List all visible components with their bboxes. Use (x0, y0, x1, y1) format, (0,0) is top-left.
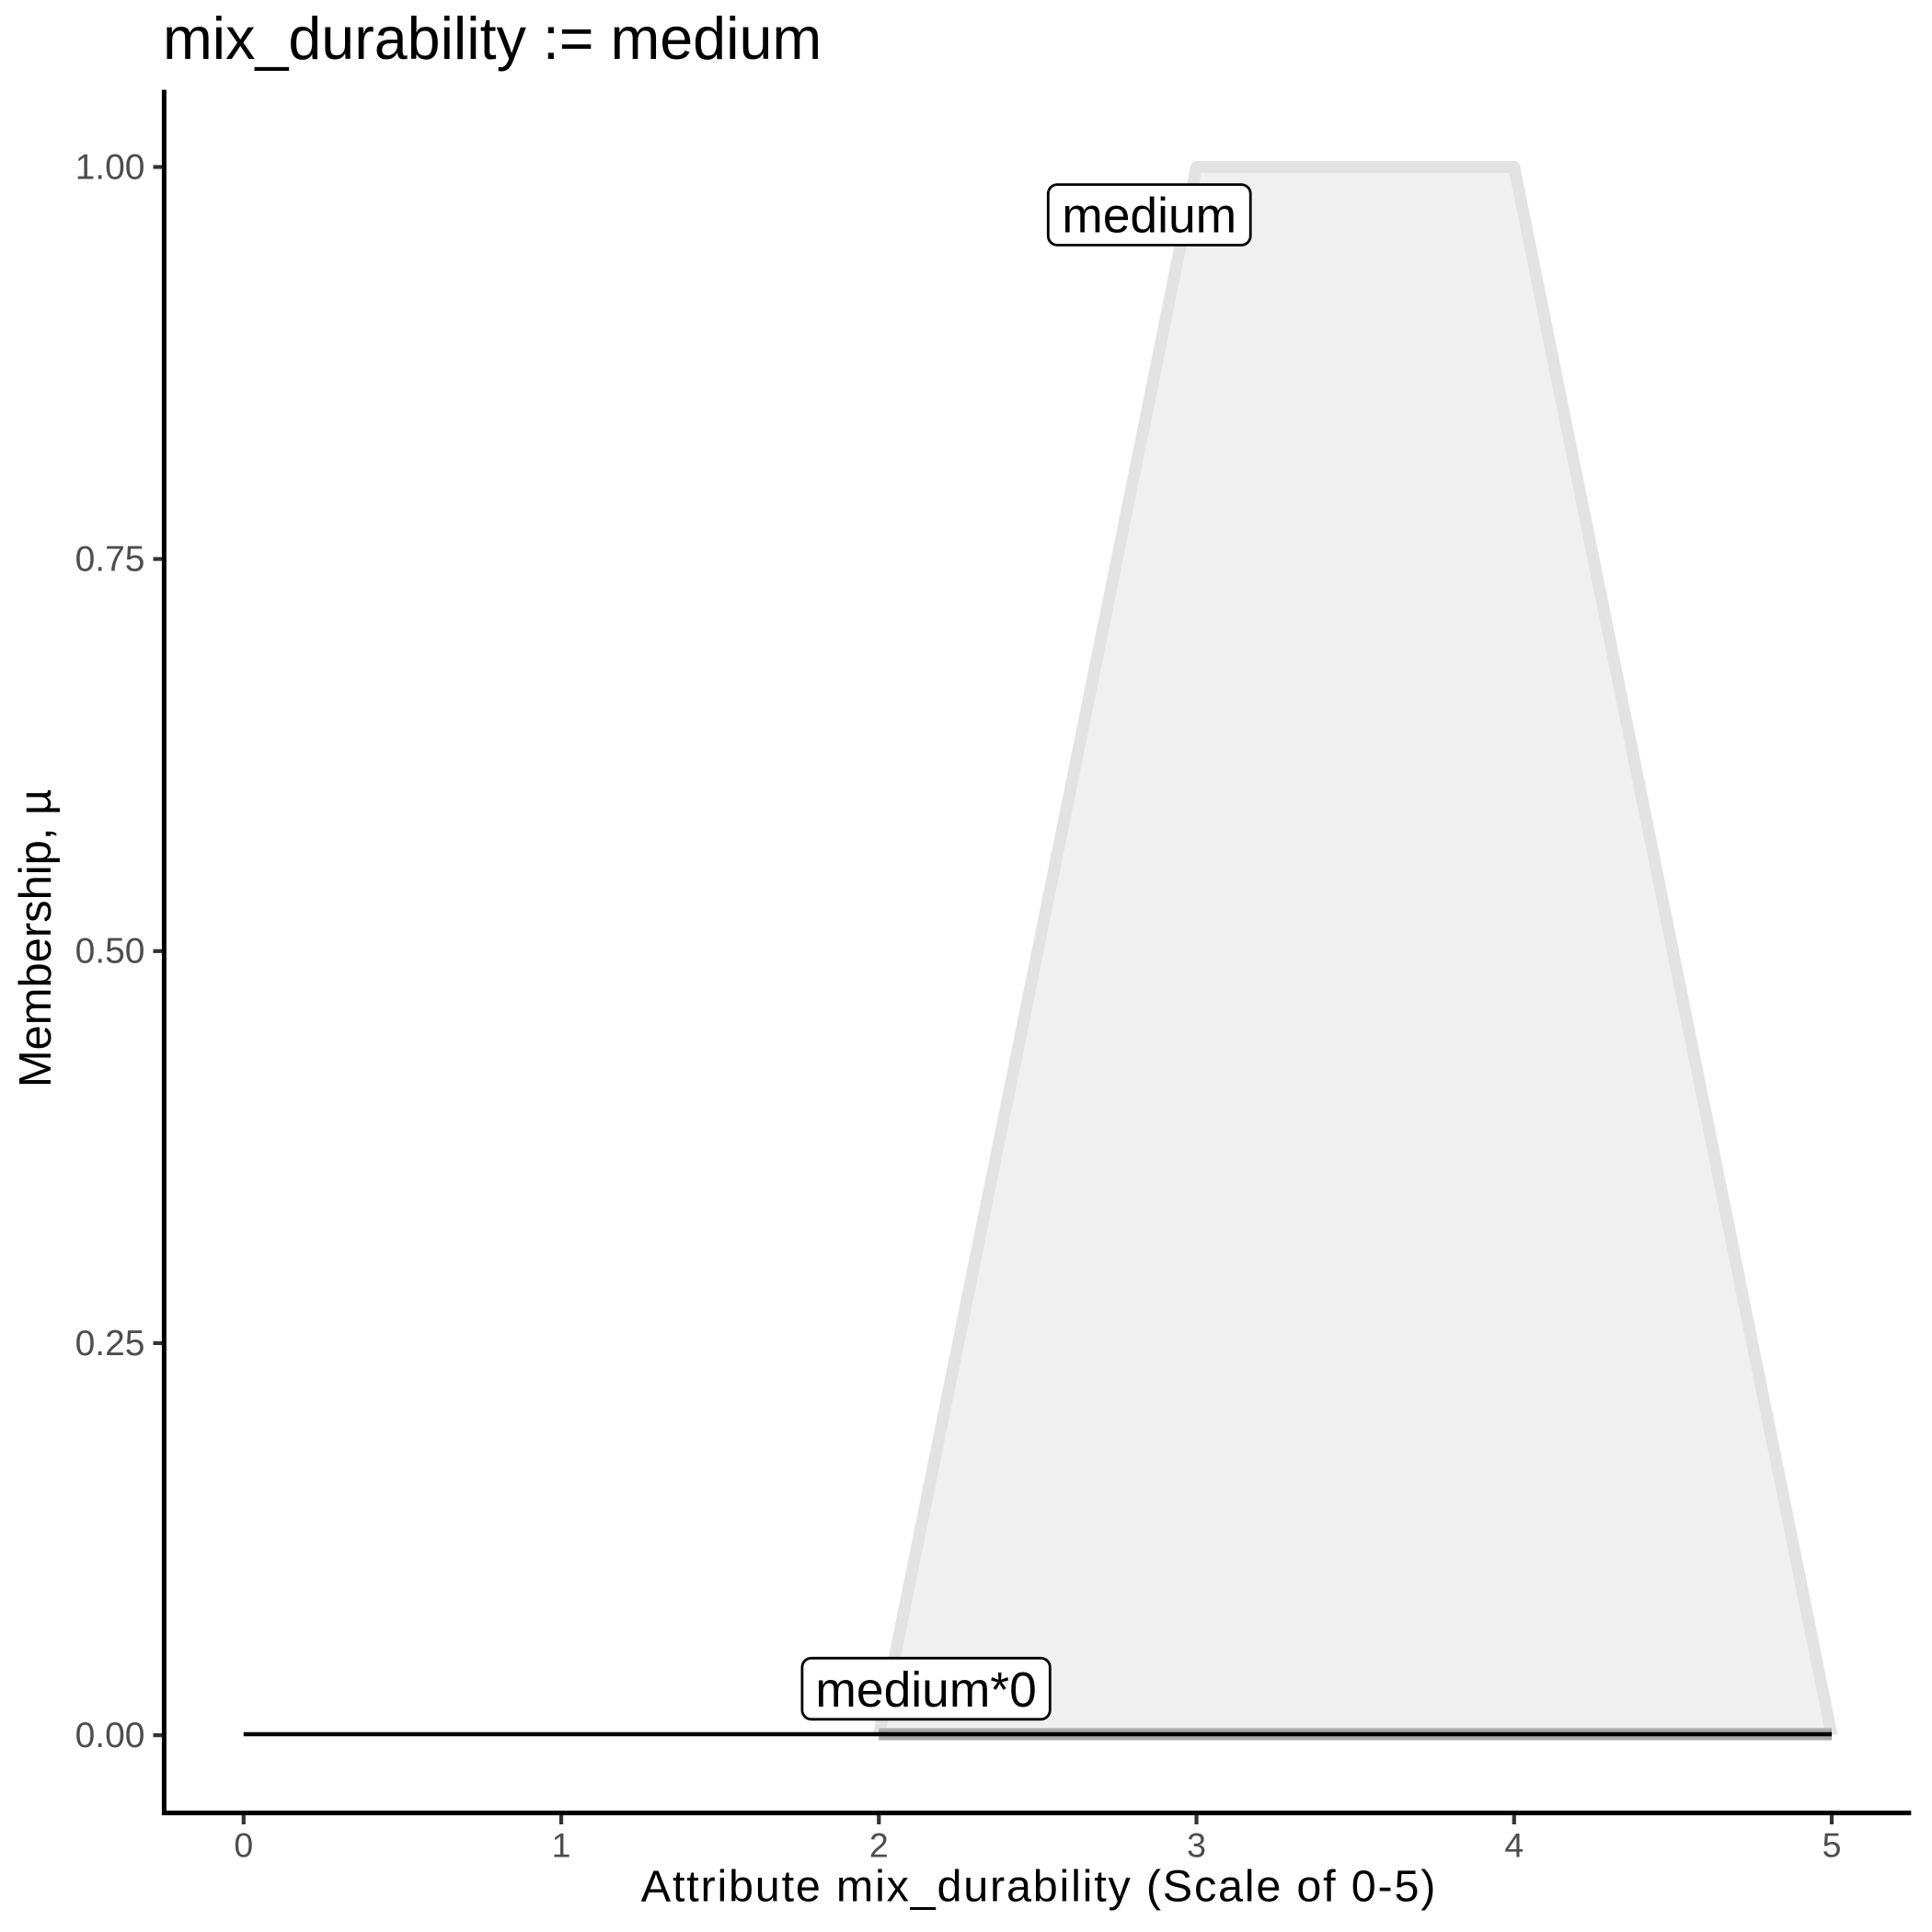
svg-text:0.25: 0.25 (75, 1324, 145, 1363)
svg-text:1.00: 1.00 (75, 147, 145, 187)
svg-text:medium: medium (1062, 189, 1236, 243)
svg-text:Membership, µ: Membership, µ (11, 789, 61, 1087)
svg-text:3: 3 (1187, 1826, 1206, 1865)
svg-text:Attribute mix_durability (Scal: Attribute mix_durability (Scale of 0-5) (641, 1861, 1437, 1911)
svg-text:1: 1 (552, 1826, 571, 1865)
svg-text:0.00: 0.00 (75, 1716, 145, 1755)
svg-text:0: 0 (234, 1826, 253, 1865)
svg-text:0.75: 0.75 (75, 540, 145, 580)
svg-text:2: 2 (869, 1826, 889, 1865)
svg-text:0.50: 0.50 (75, 932, 145, 972)
svg-text:medium*0: medium*0 (815, 1663, 1036, 1718)
svg-text:mix_durability := medium: mix_durability := medium (163, 6, 822, 72)
svg-text:5: 5 (1823, 1826, 1842, 1865)
svg-text:4: 4 (1504, 1826, 1524, 1865)
